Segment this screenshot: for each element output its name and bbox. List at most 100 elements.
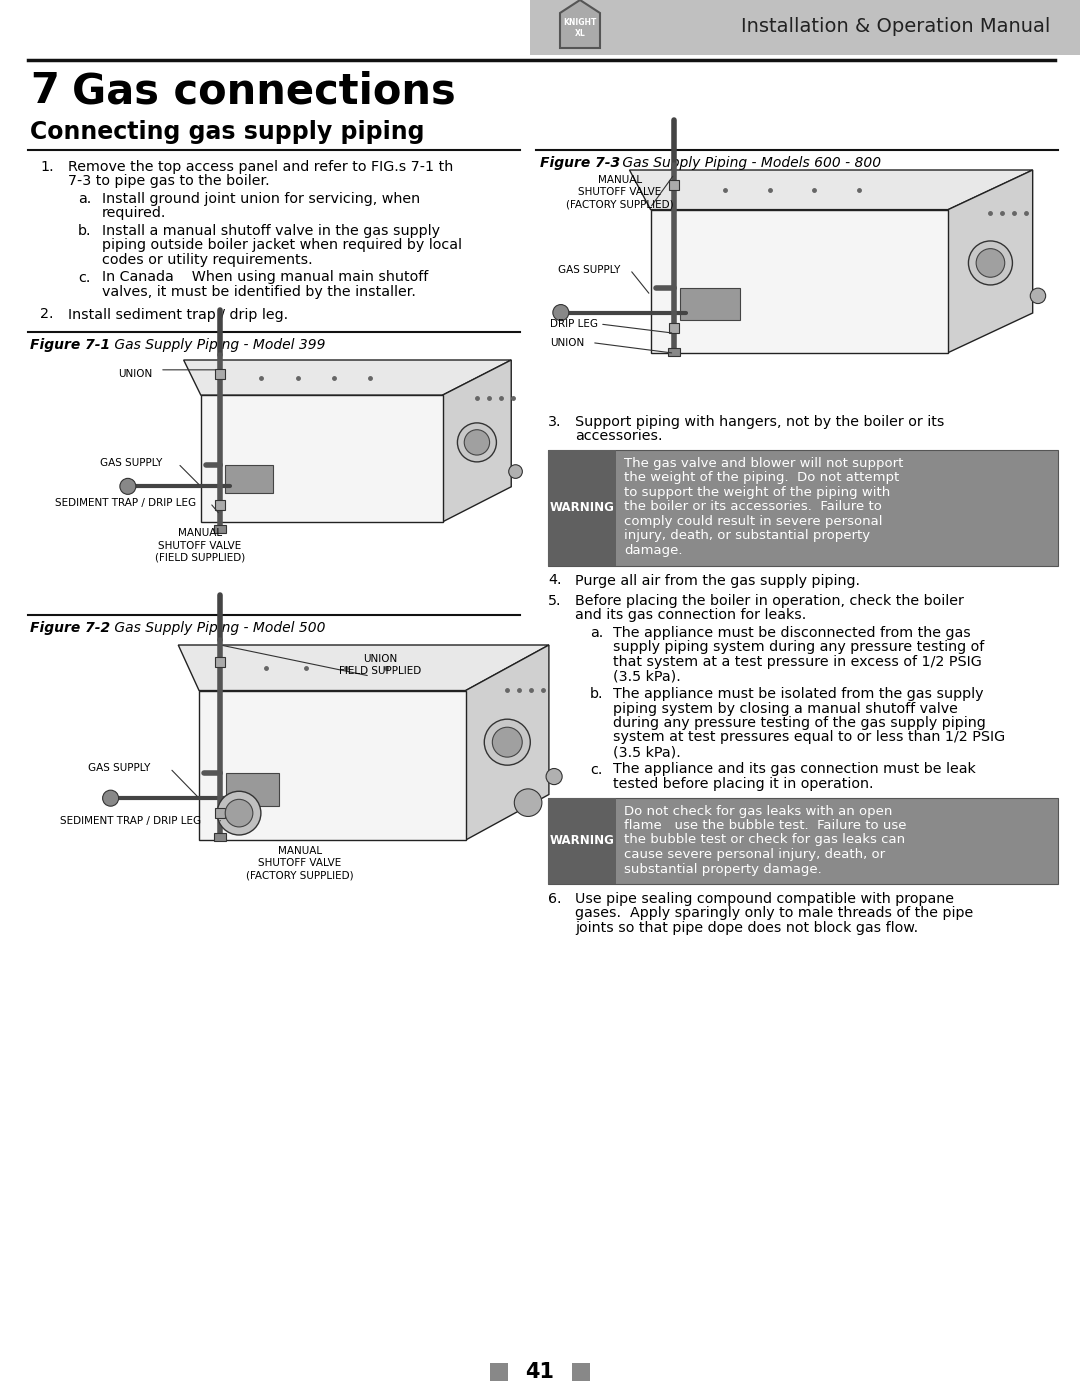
- Text: GAS SUPPLY: GAS SUPPLY: [87, 763, 150, 774]
- Text: MANUAL
SHUTOFF VALVE
(FIELD SUPPLIED): MANUAL SHUTOFF VALVE (FIELD SUPPLIED): [154, 528, 245, 563]
- Text: UNION: UNION: [550, 338, 584, 348]
- Circle shape: [120, 478, 136, 495]
- Bar: [226, 773, 279, 806]
- Text: b.: b.: [78, 224, 92, 237]
- Bar: [572, 1363, 590, 1382]
- Bar: [215, 500, 225, 510]
- Bar: [530, 0, 1080, 54]
- Text: a.: a.: [590, 626, 604, 640]
- Text: Gas Supply Piping - Model 500: Gas Supply Piping - Model 500: [110, 622, 325, 636]
- Text: tested before placing it in operation.: tested before placing it in operation.: [613, 777, 874, 791]
- Text: 41: 41: [526, 1362, 554, 1382]
- Text: 7: 7: [30, 70, 59, 112]
- Bar: [680, 288, 740, 320]
- Text: The appliance and its gas connection must be leak: The appliance and its gas connection mus…: [613, 763, 975, 777]
- Circle shape: [492, 728, 523, 757]
- Text: Support piping with hangers, not by the boiler or its: Support piping with hangers, not by the …: [575, 415, 944, 429]
- Circle shape: [1030, 288, 1045, 303]
- Text: The gas valve and blower will not support: The gas valve and blower will not suppor…: [624, 457, 903, 469]
- Bar: [215, 833, 227, 841]
- Text: SEDIMENT TRAP / DRIP LEG: SEDIMENT TRAP / DRIP LEG: [55, 497, 197, 509]
- Bar: [215, 369, 225, 379]
- Polygon shape: [178, 645, 549, 690]
- Text: Install a manual shutoff valve in the gas supply: Install a manual shutoff valve in the ga…: [102, 224, 440, 237]
- Text: Connecting gas supply piping: Connecting gas supply piping: [30, 120, 424, 144]
- Text: Before placing the boiler in operation, check the boiler: Before placing the boiler in operation, …: [575, 594, 963, 608]
- Bar: [490, 1363, 508, 1382]
- Circle shape: [546, 768, 563, 785]
- Polygon shape: [465, 645, 549, 840]
- Circle shape: [484, 719, 530, 766]
- Text: (3.5 kPa).: (3.5 kPa).: [613, 669, 680, 683]
- Text: WARNING: WARNING: [550, 502, 615, 514]
- Bar: [548, 798, 1058, 884]
- Circle shape: [226, 799, 253, 827]
- Text: KNIGHT
XL: KNIGHT XL: [564, 18, 596, 38]
- Bar: [548, 450, 1058, 566]
- Text: In Canada    When using manual main shutoff: In Canada When using manual main shutoff: [102, 271, 429, 285]
- Circle shape: [464, 430, 489, 455]
- Text: joints so that pipe dope does not block gas flow.: joints so that pipe dope does not block …: [575, 921, 918, 935]
- Text: required.: required.: [102, 207, 166, 221]
- Text: Installation & Operation Manual: Installation & Operation Manual: [741, 18, 1050, 36]
- Polygon shape: [561, 0, 600, 47]
- Circle shape: [103, 791, 119, 806]
- Text: system at test pressures equal to or less than 1/2 PSIG: system at test pressures equal to or les…: [613, 731, 1005, 745]
- Text: GAS SUPPLY: GAS SUPPLY: [558, 264, 620, 275]
- Text: 3.: 3.: [548, 415, 562, 429]
- Text: Remove the top access panel and refer to FIG.s 7-1 th: Remove the top access panel and refer to…: [68, 161, 454, 175]
- Polygon shape: [443, 360, 511, 522]
- Text: UNION: UNION: [118, 369, 152, 379]
- Bar: [670, 323, 679, 334]
- Bar: [214, 525, 226, 532]
- Circle shape: [217, 791, 261, 835]
- Text: Gas Supply Piping - Models 600 - 800: Gas Supply Piping - Models 600 - 800: [618, 156, 881, 170]
- Text: (3.5 kPa).: (3.5 kPa).: [613, 745, 680, 759]
- Text: 4.: 4.: [548, 574, 562, 588]
- Text: piping system by closing a manual shutoff valve: piping system by closing a manual shutof…: [613, 701, 958, 715]
- Text: b.: b.: [590, 687, 604, 701]
- Text: Do not check for gas leaks with an open: Do not check for gas leaks with an open: [624, 805, 892, 817]
- Circle shape: [976, 249, 1004, 277]
- Text: Install ground joint union for servicing, when: Install ground joint union for servicing…: [102, 191, 420, 205]
- Circle shape: [458, 423, 497, 462]
- Text: 7-3 to pipe gas to the boiler.: 7-3 to pipe gas to the boiler.: [68, 175, 270, 189]
- Text: codes or utility requirements.: codes or utility requirements.: [102, 253, 312, 267]
- Text: MANUAL
SHUTOFF VALVE
(FACTORY SUPPLIED): MANUAL SHUTOFF VALVE (FACTORY SUPPLIED): [566, 175, 674, 210]
- Text: Purge all air from the gas supply piping.: Purge all air from the gas supply piping…: [575, 574, 860, 588]
- Text: GAS SUPPLY: GAS SUPPLY: [100, 458, 162, 468]
- Text: MANUAL
SHUTOFF VALVE
(FACTORY SUPPLIED): MANUAL SHUTOFF VALVE (FACTORY SUPPLIED): [246, 847, 354, 882]
- Text: 2.: 2.: [40, 307, 54, 321]
- Text: The appliance must be isolated from the gas supply: The appliance must be isolated from the …: [613, 687, 984, 701]
- Circle shape: [509, 465, 523, 478]
- Circle shape: [553, 305, 569, 320]
- Polygon shape: [199, 690, 465, 840]
- Text: DRIP LEG: DRIP LEG: [550, 319, 598, 330]
- Text: injury, death, or substantial property: injury, death, or substantial property: [624, 529, 870, 542]
- Text: 1.: 1.: [40, 161, 54, 175]
- Text: UNION
FIELD SUPPLIED: UNION FIELD SUPPLIED: [339, 654, 421, 676]
- Text: 5.: 5.: [548, 594, 562, 608]
- Text: the bubble test or check for gas leaks can: the bubble test or check for gas leaks c…: [624, 834, 905, 847]
- Circle shape: [969, 240, 1012, 285]
- Bar: [215, 807, 226, 817]
- Text: 6.: 6.: [548, 893, 562, 907]
- Polygon shape: [184, 360, 511, 395]
- Text: c.: c.: [78, 271, 91, 285]
- Text: damage.: damage.: [624, 543, 683, 557]
- Text: valves, it must be identified by the installer.: valves, it must be identified by the ins…: [102, 285, 416, 299]
- Text: a.: a.: [78, 191, 91, 205]
- Text: Gas connections: Gas connections: [72, 70, 456, 112]
- Text: substantial property damage.: substantial property damage.: [624, 862, 822, 876]
- Text: SEDIMENT TRAP / DRIP LEG: SEDIMENT TRAP / DRIP LEG: [60, 816, 201, 826]
- Text: during any pressure testing of the gas supply piping: during any pressure testing of the gas s…: [613, 717, 986, 731]
- Bar: [670, 180, 679, 190]
- Bar: [669, 348, 680, 356]
- Polygon shape: [630, 170, 1032, 210]
- Text: the boiler or its accessories.  Failure to: the boiler or its accessories. Failure t…: [624, 500, 882, 514]
- Text: Install sediment trap / drip leg.: Install sediment trap / drip leg.: [68, 307, 288, 321]
- Text: and its gas connection for leaks.: and its gas connection for leaks.: [575, 609, 807, 623]
- Text: supply piping system during any pressure testing of: supply piping system during any pressure…: [613, 640, 984, 655]
- Text: Figure 7-1: Figure 7-1: [30, 338, 110, 352]
- Text: piping outside boiler jacket when required by local: piping outside boiler jacket when requir…: [102, 239, 462, 253]
